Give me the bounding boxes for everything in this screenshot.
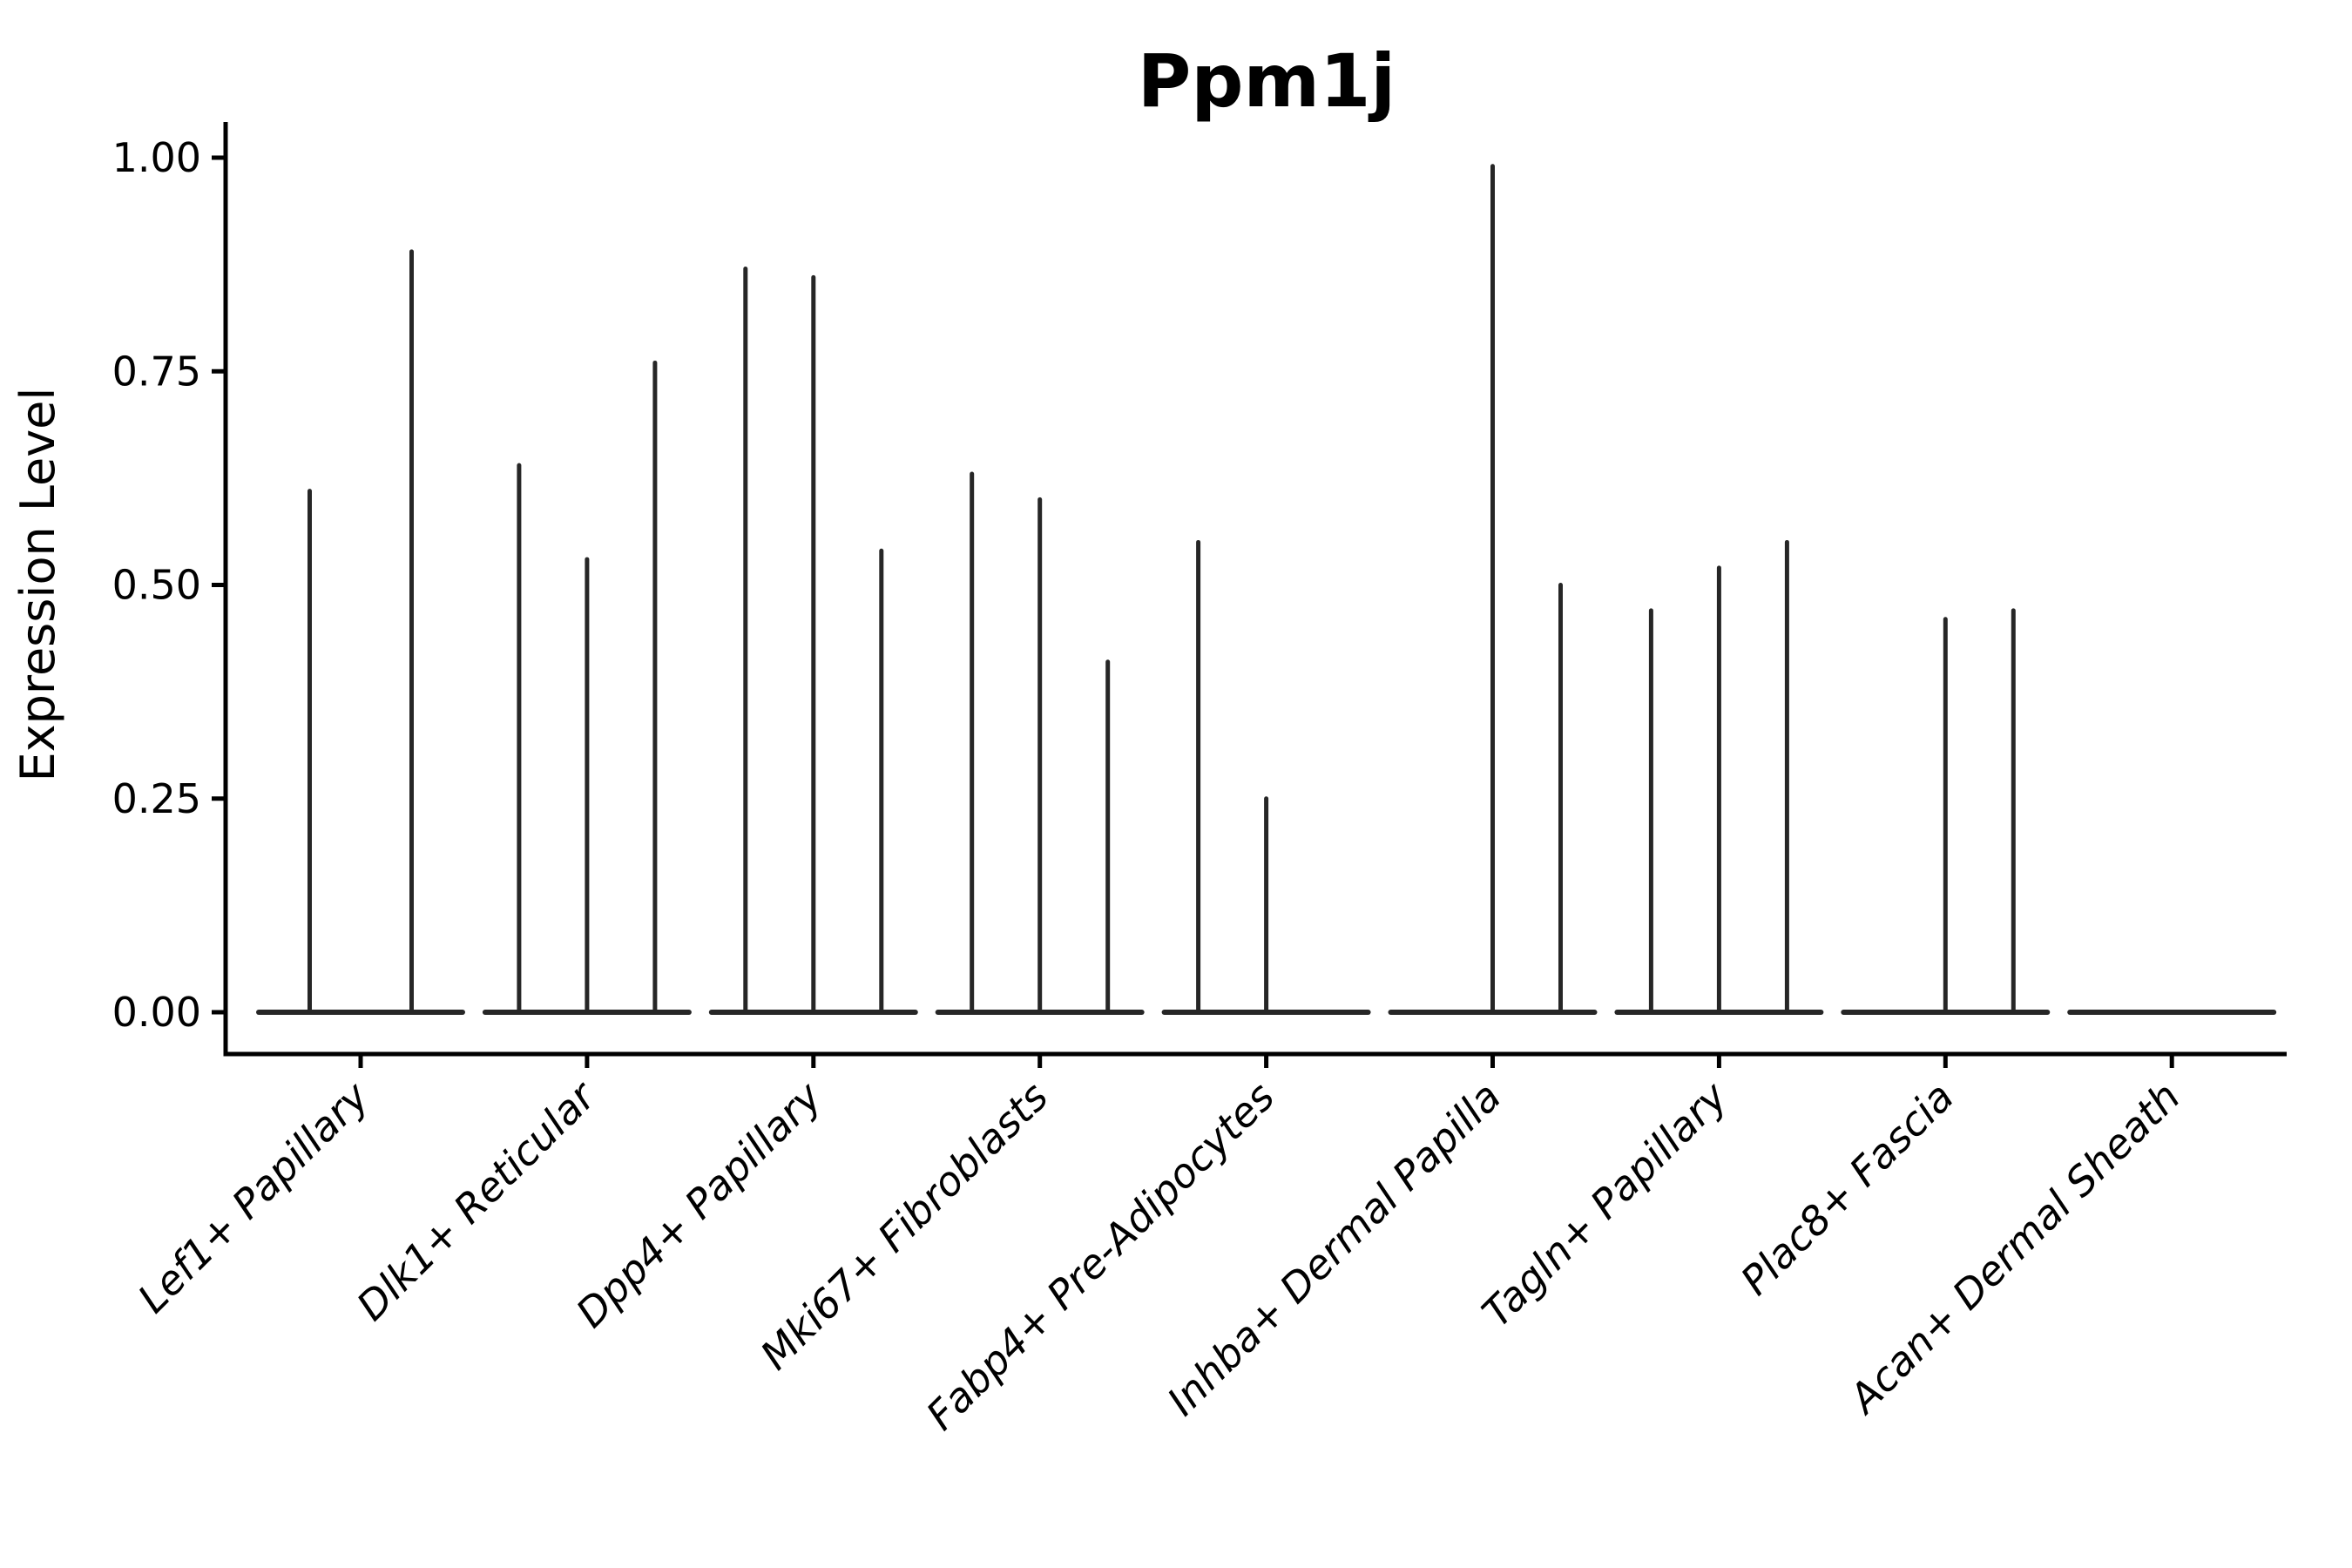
y-tick-label: 0.75	[112, 348, 201, 395]
y-axis-label: Expression Level	[10, 388, 65, 782]
x-tick-label: Dlk1+ Reticular	[348, 1071, 606, 1329]
x-tick-label: Plac8+ Fascia	[1732, 1073, 1963, 1304]
x-tick-label: Dpp4+ Papillary	[567, 1072, 831, 1336]
violin-baseline	[2067, 1010, 2277, 1015]
x-tick-label: Tagln+ Papillary	[1473, 1072, 1737, 1336]
axes-spines	[223, 122, 2287, 1057]
y-axis-ticks: 1.00 0.75 0.50 0.25 0.00	[112, 134, 226, 1036]
y-tick-label: 0.50	[112, 562, 201, 609]
violin-series	[256, 164, 2277, 1015]
y-tick-label: 0.00	[112, 989, 201, 1036]
y-tick-label: 1.00	[112, 134, 201, 181]
y-tick-label: 0.25	[112, 775, 201, 822]
x-tick-label: Lef1+ Papillary	[129, 1072, 378, 1321]
violin-baseline	[256, 1010, 465, 1015]
chart-title: Ppm1j	[1138, 38, 1396, 124]
